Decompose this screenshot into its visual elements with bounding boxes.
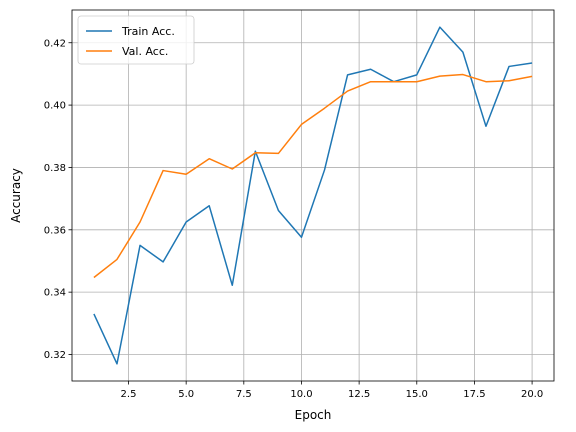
x-axis-label: Epoch: [295, 408, 332, 422]
y-tick-label: 0.40: [44, 101, 66, 112]
y-axis-ticks: 0.32 0.34 0.36 0.38 0.40 0.42: [44, 38, 72, 361]
grid: [72, 10, 554, 381]
x-axis-ticks: 2.5 5.0 7.5 10.0 12.5 15.0 17.5 20.0: [121, 381, 543, 400]
legend-label: Val. Acc.: [122, 45, 168, 58]
y-tick-label: 0.32: [44, 350, 66, 361]
y-tick-label: 0.34: [44, 288, 66, 299]
axes-frame: [71, 9, 555, 382]
legend-box: [77, 15, 195, 65]
legend-label: Train Acc.: [121, 25, 175, 38]
y-axis-label: Accuracy: [9, 168, 23, 223]
y-tick-label: 0.36: [44, 225, 66, 236]
x-tick-label: 5.0: [178, 389, 194, 400]
x-tick-label: 10.0: [290, 389, 312, 400]
x-tick-label: 12.5: [348, 389, 370, 400]
y-tick-label: 0.38: [44, 163, 66, 174]
x-tick-label: 7.5: [236, 389, 252, 400]
legend: Train Acc. Val. Acc.: [77, 15, 195, 65]
x-tick-label: 2.5: [121, 389, 137, 400]
x-tick-label: 15.0: [406, 389, 428, 400]
y-tick-label: 0.42: [44, 38, 66, 49]
series-lines: [93, 26, 533, 365]
x-tick-label: 20.0: [521, 389, 543, 400]
series-line-train: [93, 26, 533, 365]
series-line-val: [93, 73, 533, 279]
x-tick-label: 17.5: [463, 389, 485, 400]
